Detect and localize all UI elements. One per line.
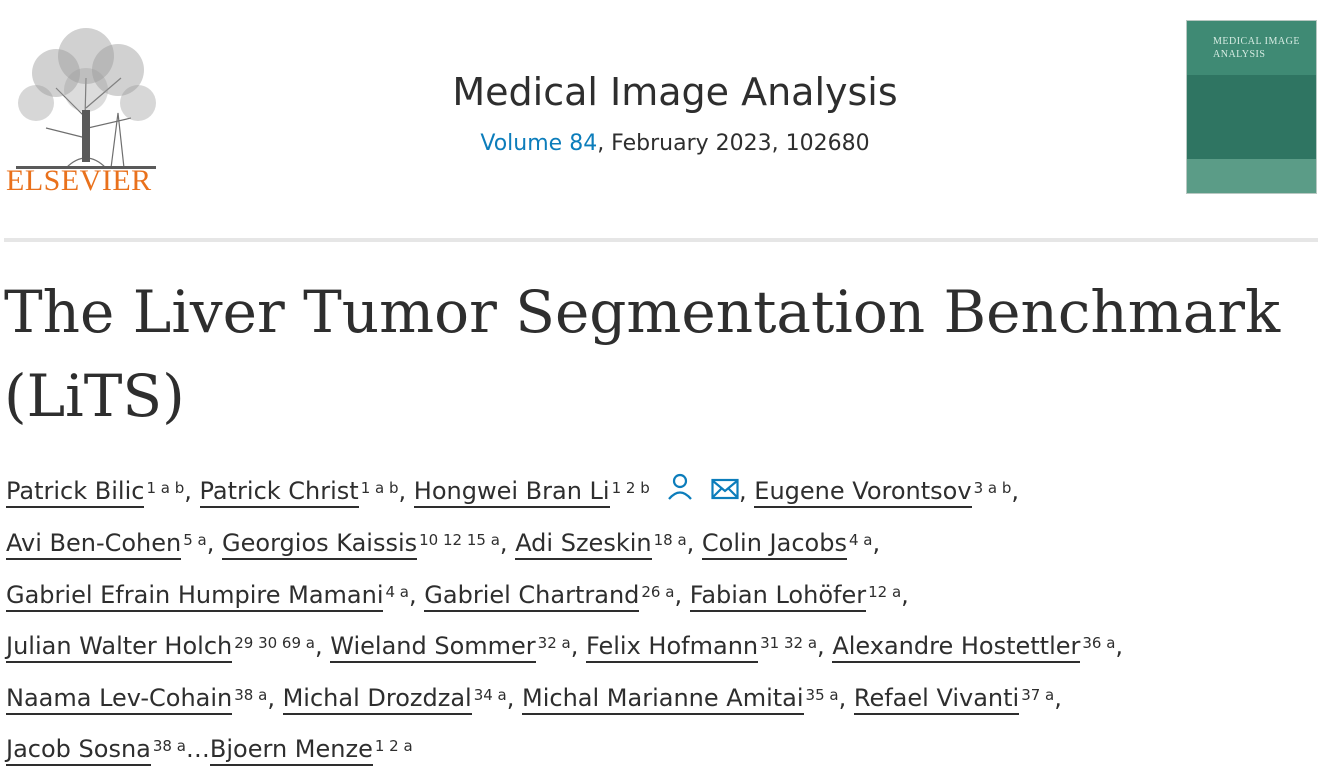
author-affiliations: 4 a <box>385 582 409 601</box>
author-link[interactable]: Bjoern Menze <box>209 735 373 767</box>
author-affiliations: 36 a <box>1082 634 1116 653</box>
author-affiliations: 26 a <box>641 582 675 601</box>
author-affiliations: 1 a b <box>360 479 399 497</box>
author-link[interactable]: Fabian Lohöfer <box>689 580 867 612</box>
author-link[interactable]: Patrick Bilic <box>6 477 145 508</box>
cover-title: MEDICAL IMAGE ANALYSIS <box>1213 36 1300 60</box>
author-link[interactable]: Michal Drozdzal <box>282 683 472 715</box>
cover-footer-band <box>1187 159 1316 193</box>
author-affiliations: 1 2 a <box>374 737 413 756</box>
author-affiliations: 18 a <box>653 531 687 550</box>
author-list: Patrick Bilic 1 a b, Patrick Christ 1 a b,… <box>6 464 1320 774</box>
issue-line: Volume 84, February 2023, 102680 <box>370 126 980 162</box>
journal-info: Medical Image Analysis Volume 84, Februa… <box>370 64 980 162</box>
author-affiliations: 3 a b <box>973 479 1012 497</box>
author-affiliations: 32 a <box>537 634 571 653</box>
author-affiliations: 12 a <box>868 582 902 601</box>
author-link[interactable]: Colin Jacobs <box>701 529 847 561</box>
author-link[interactable]: Wieland Sommer <box>330 632 536 664</box>
author-affiliations: 34 a <box>473 685 507 704</box>
author-link[interactable]: Georgios Kaissis <box>222 529 418 561</box>
separator: , <box>267 683 275 712</box>
author-link[interactable]: Avi Ben-Cohen <box>6 529 182 561</box>
separator: , <box>838 683 847 712</box>
author-affiliations: 38 a <box>234 685 268 704</box>
author-affiliations: 37 a <box>1021 685 1055 704</box>
author-affiliations: 31 32 a <box>760 634 818 653</box>
publisher-wordmark[interactable]: ELSEVIER <box>6 164 152 197</box>
author-affiliations: 5 a <box>183 531 207 550</box>
separator: , <box>409 580 417 609</box>
author-link[interactable]: Hongwei Bran Li <box>413 477 610 508</box>
journal-cover-thumbnail[interactable]: MEDICAL IMAGE ANALYSIS <box>1186 20 1317 194</box>
author-link[interactable]: Julian Walter Holch <box>6 632 233 664</box>
author-link[interactable]: Michal Marianne Amitai <box>522 683 804 715</box>
volume-link[interactable]: Volume 84 <box>480 131 598 156</box>
author-affiliations: 1 2 b <box>611 479 650 497</box>
separator: , <box>872 529 881 558</box>
separator: , <box>1115 632 1124 661</box>
author-link[interactable]: Jacob Sosna <box>6 735 151 767</box>
separator: , <box>674 580 683 609</box>
show-more-authors[interactable]: … <box>185 735 210 764</box>
envelope-icon[interactable] <box>711 468 739 517</box>
author-affiliations: 38 a <box>152 737 186 756</box>
article-header: ELSEVIER Medical Image Analysis Volume 8… <box>0 0 1326 242</box>
separator: , <box>1054 683 1062 712</box>
article-title-line-1: The Liver Tumor Segmentation Benchmark <box>4 278 1281 346</box>
separator: , <box>1011 477 1019 505</box>
separator: , <box>499 529 508 558</box>
separator: , <box>686 529 695 558</box>
separator: , <box>506 683 515 712</box>
article-title: The Liver Tumor Segmentation Benchmark (L… <box>4 270 1314 438</box>
separator: , <box>570 632 579 661</box>
header-divider <box>4 238 1318 242</box>
separator: , <box>398 477 407 505</box>
person-icon[interactable] <box>667 468 693 517</box>
author-link[interactable]: Gabriel Efrain Humpire Mamani <box>6 580 384 612</box>
author-link[interactable]: Patrick Christ <box>199 477 359 508</box>
author-link[interactable]: Alexandre Hostettler <box>832 632 1081 664</box>
author-link[interactable]: Adi Szeskin <box>515 529 652 561</box>
author-link[interactable]: Felix Hofmann <box>586 632 759 664</box>
issue-details: , February 2023, 102680 <box>597 131 870 156</box>
separator: , <box>901 580 909 609</box>
journal-title-link[interactable]: Medical Image Analysis <box>452 70 898 114</box>
author-affiliations: 29 30 69 a <box>234 634 315 653</box>
article-title-line-2: (LiTS) <box>4 362 185 430</box>
separator: , <box>817 632 825 661</box>
author-link[interactable]: Naama Lev-Cohain <box>6 683 233 715</box>
separator: , <box>184 477 192 505</box>
author-link[interactable]: Gabriel Chartrand <box>424 580 640 612</box>
author-affiliations: 35 a <box>805 685 839 704</box>
author-affiliations: 4 a <box>848 531 873 550</box>
author-affiliations: 1 a b <box>146 479 185 497</box>
cover-image-band <box>1187 75 1316 159</box>
separator: , <box>314 632 323 661</box>
author-link[interactable]: Eugene Vorontsov <box>754 477 972 508</box>
author-affiliations: 10 12 15 a <box>419 531 500 550</box>
separator: , <box>739 477 747 505</box>
elsevier-tree-logo[interactable] <box>6 18 166 198</box>
author-link[interactable]: Refael Vivanti <box>853 683 1020 715</box>
separator: , <box>206 529 215 558</box>
